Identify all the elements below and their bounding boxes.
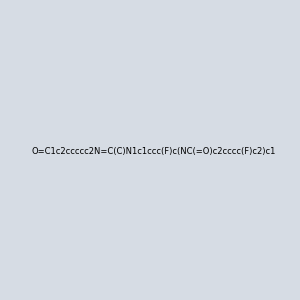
Text: O=C1c2ccccc2N=C(C)N1c1ccc(F)c(NC(=O)c2cccc(F)c2)c1: O=C1c2ccccc2N=C(C)N1c1ccc(F)c(NC(=O)c2cc… bbox=[32, 147, 276, 156]
